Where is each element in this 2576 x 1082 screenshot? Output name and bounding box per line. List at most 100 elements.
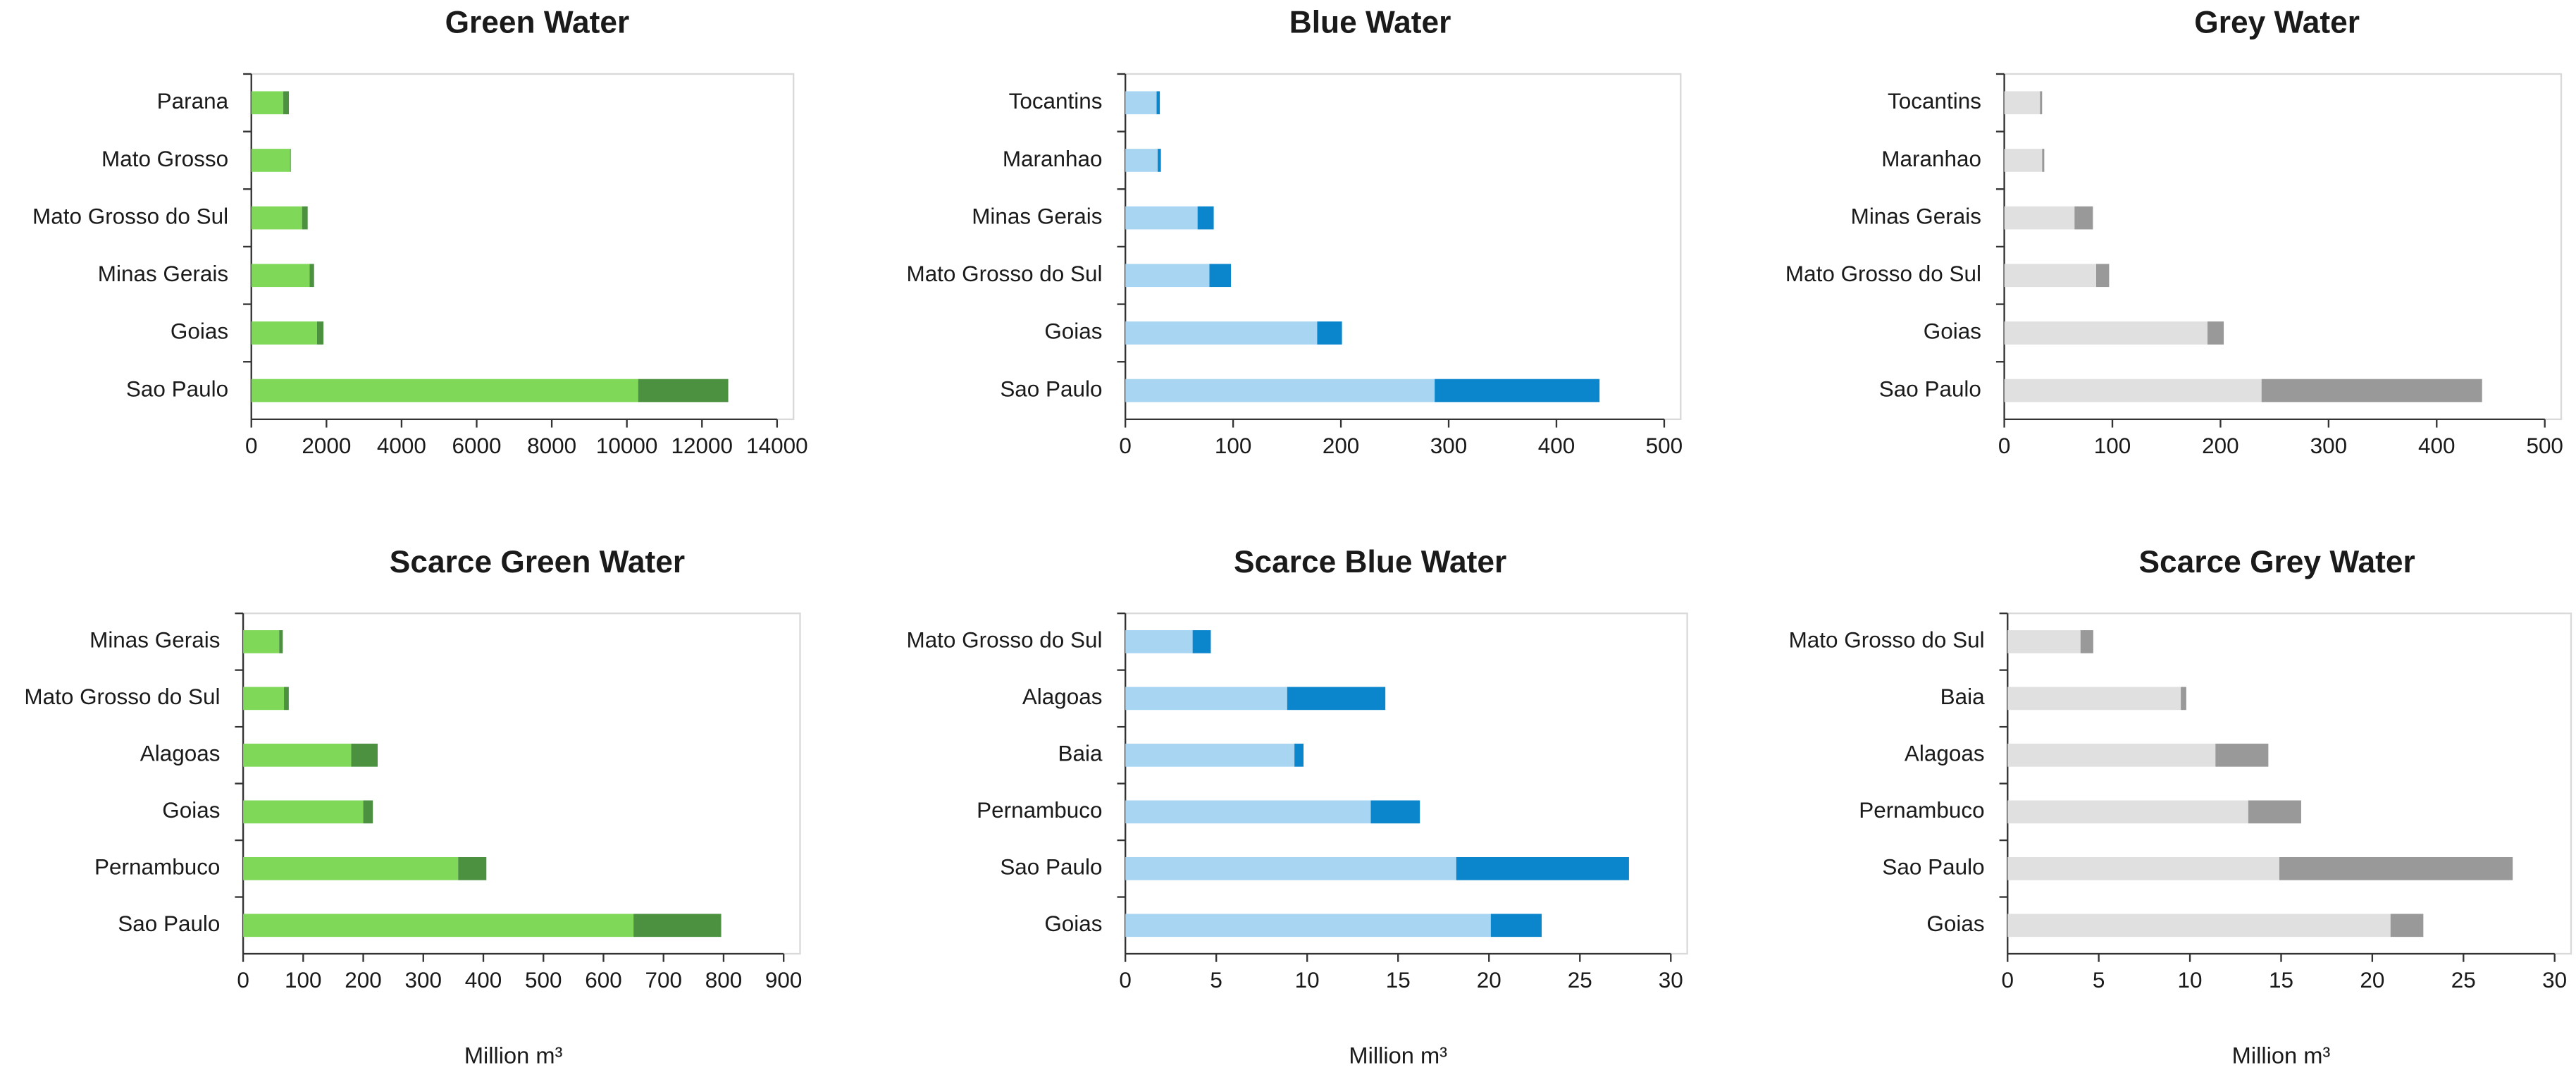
x-tick-label: 700 — [645, 968, 682, 992]
y-tick-label: Baia — [1058, 742, 1103, 766]
bar-segment — [251, 321, 318, 345]
x-tick-label: 300 — [2310, 434, 2348, 458]
bar-segment — [243, 914, 634, 937]
bar-segment — [243, 744, 352, 767]
y-tick-label: Sao Paulo — [1000, 855, 1102, 880]
bar-segment — [243, 630, 280, 653]
chart-title: Green Water — [445, 6, 630, 40]
y-tick-label: Mato Grosso do Sul — [1785, 262, 1981, 286]
x-tick-label: 0 — [1119, 434, 1132, 458]
bar-segment — [251, 91, 284, 115]
bar-segment — [1125, 744, 1295, 767]
bar-segment — [1125, 630, 1193, 653]
plot-frame — [2007, 612, 2572, 955]
bar-segment — [351, 744, 378, 767]
y-tick-label: Mato Grosso — [101, 147, 228, 171]
x-tick-label: 20 — [2360, 968, 2384, 992]
bar-segment — [1125, 687, 1287, 711]
bar-segment — [1156, 91, 1160, 115]
x-tick-label: 100 — [285, 968, 322, 992]
y-tick-label: Minas Gerais — [98, 262, 228, 286]
x-tick-label: 0 — [1119, 968, 1132, 992]
bar-segment — [363, 800, 373, 824]
y-tick-label: Tocantins — [1009, 89, 1103, 113]
plot-frame — [242, 612, 801, 955]
bar-segment — [290, 149, 291, 172]
y-tick-label: Mato Grosso do Sul — [906, 628, 1102, 653]
x-tick-label: 2000 — [302, 434, 351, 458]
bar-segment — [1125, 914, 1491, 937]
bar-segment — [2007, 630, 2081, 653]
bar-segment — [1125, 856, 1456, 880]
bar-segment — [638, 379, 729, 402]
bar-segment — [243, 800, 364, 824]
bar-segment — [1125, 321, 1318, 345]
bar-segment — [251, 379, 638, 402]
y-tick-label: Alagoas — [140, 742, 221, 766]
bar-segment — [2042, 149, 2045, 172]
bar-segment — [2004, 264, 2097, 288]
x-tick-label: 15 — [2269, 968, 2293, 992]
bar-segment — [2004, 149, 2043, 172]
chart-title: Grey Water — [2194, 6, 2360, 40]
y-tick-label: Minas Gerais — [1851, 204, 1981, 228]
bar-segment — [1125, 379, 1435, 402]
x-tick-label: 4000 — [377, 434, 426, 458]
plot-frame — [250, 73, 795, 421]
x-axis-label: Million m³ — [1349, 1043, 1447, 1069]
bar-segment — [2004, 206, 2075, 230]
bar-segment — [1209, 264, 1232, 288]
x-tick-label: 10 — [1295, 968, 1320, 992]
bar-segment — [251, 264, 310, 288]
bar-segment — [2074, 206, 2093, 230]
y-tick-label: Mato Grosso do Sul — [906, 262, 1102, 286]
y-tick-label: Maranhao — [1881, 147, 1981, 171]
bar-segment — [458, 856, 487, 880]
x-tick-label: 5 — [1210, 968, 1222, 992]
chart-panel: 0 100 200 300 400 500 600 700 800 900 Minas Gerais… — [24, 545, 802, 1069]
bar-segment — [302, 206, 308, 230]
x-tick-label: 6000 — [452, 434, 502, 458]
x-tick-label: 12000 — [671, 434, 733, 458]
bar-segment — [251, 206, 302, 230]
x-tick-label: 0 — [237, 968, 249, 992]
x-tick-label: 400 — [1538, 434, 1575, 458]
bar-segment — [1317, 321, 1342, 345]
x-tick-label: 0 — [245, 434, 258, 458]
bar-segment — [317, 321, 324, 345]
x-tick-label: 14000 — [746, 434, 807, 458]
bar-segment — [2215, 744, 2269, 767]
bar-segment — [2279, 856, 2513, 880]
y-tick-label: Goias — [162, 798, 220, 823]
y-tick-label: Sao Paulo — [1879, 376, 1981, 401]
bar-segment — [1125, 800, 1371, 824]
x-tick-label: 100 — [1215, 434, 1252, 458]
y-tick-label: Pernambuco — [1859, 798, 1984, 823]
x-axis-label: Million m³ — [2232, 1043, 2331, 1069]
bar-segment — [1125, 206, 1198, 230]
bar-segment — [2007, 744, 2216, 767]
bar-segment — [1456, 856, 1629, 880]
x-tick-label: 600 — [585, 968, 622, 992]
chart-panel: 0 100 200 300 400 500 Tocantins Maranhao Minas G… — [906, 6, 1683, 458]
bar-segment — [1125, 149, 1158, 172]
y-tick-label: Alagoas — [1905, 742, 1985, 766]
bar-segment — [1435, 379, 1600, 402]
bar-segment — [2007, 914, 2391, 937]
x-tick-label: 5 — [2093, 968, 2105, 992]
chart-title: Scarce Blue Water — [1234, 545, 1506, 579]
x-tick-label: 400 — [465, 968, 502, 992]
y-tick-label: Parana — [157, 89, 229, 113]
bar-segment — [2207, 321, 2224, 345]
x-tick-label: 200 — [345, 968, 382, 992]
x-tick-label: 500 — [1646, 434, 1683, 458]
bar-segment — [2080, 630, 2093, 653]
chart-title: Scarce Green Water — [390, 545, 685, 579]
y-tick-label: Sao Paulo — [1882, 855, 1984, 880]
y-tick-label: Sao Paulo — [126, 376, 228, 401]
y-tick-label: Goias — [1924, 319, 1981, 344]
chart-title: Blue Water — [1289, 6, 1451, 40]
y-tick-label: Pernambuco — [94, 855, 220, 880]
bar-segment — [2007, 687, 2181, 711]
